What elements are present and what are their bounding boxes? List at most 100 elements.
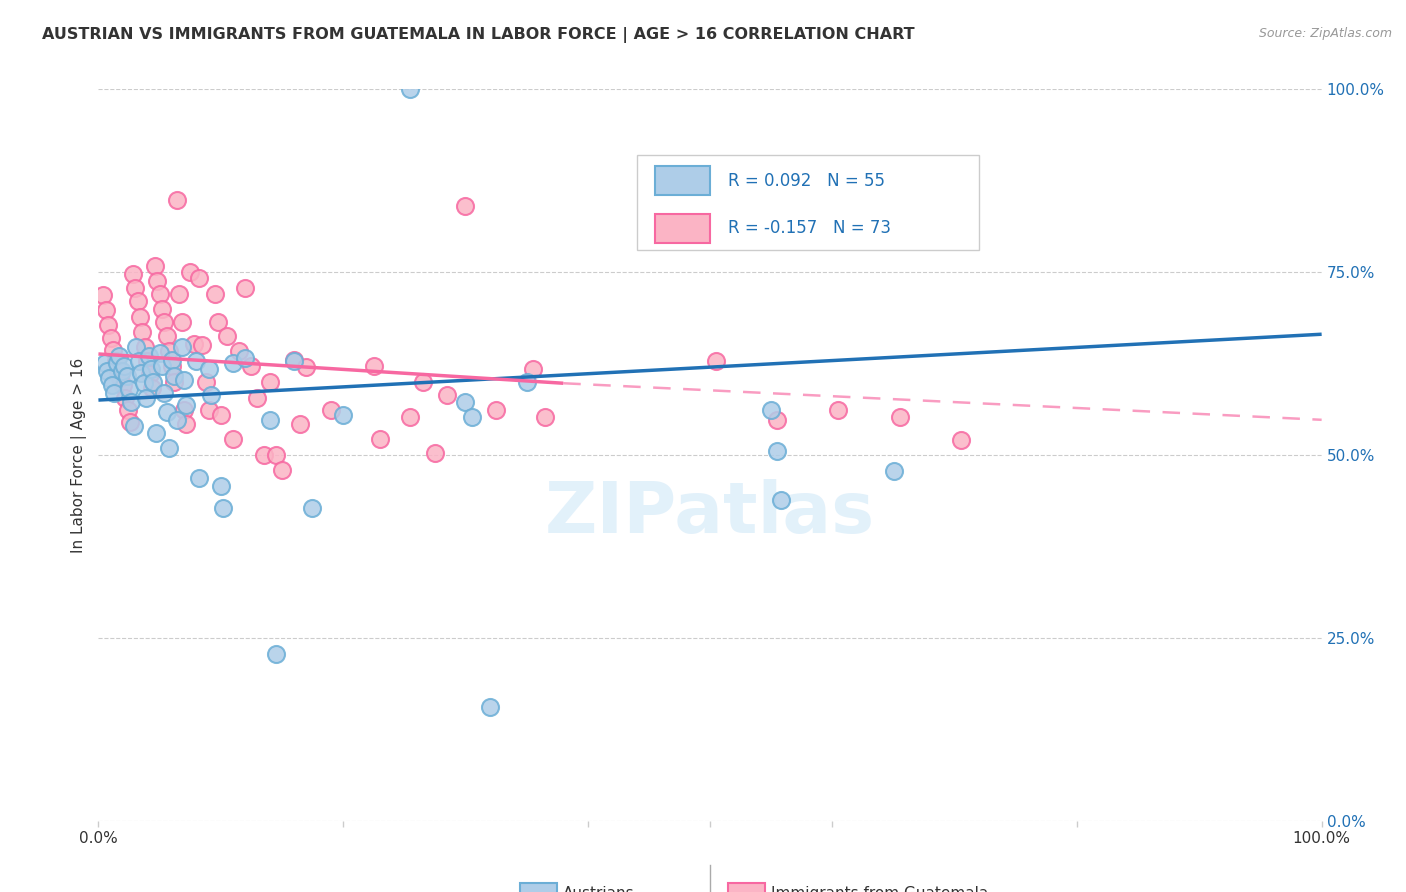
Point xyxy=(163,368,186,383)
Point xyxy=(883,464,905,478)
Point xyxy=(156,329,179,343)
Point xyxy=(160,352,183,367)
Point xyxy=(141,381,163,395)
Point xyxy=(246,391,269,405)
Point xyxy=(115,368,138,383)
Point xyxy=(157,344,180,359)
Point xyxy=(423,446,446,460)
Text: AUSTRIAN VS IMMIGRANTS FROM GUATEMALA IN LABOR FORCE | AGE > 16 CORRELATION CHAR: AUSTRIAN VS IMMIGRANTS FROM GUATEMALA IN… xyxy=(42,27,915,43)
Point xyxy=(170,315,193,329)
Point xyxy=(101,343,124,358)
Point xyxy=(121,267,143,281)
Point xyxy=(173,402,195,417)
Point xyxy=(138,349,160,363)
Point xyxy=(332,408,354,422)
Point xyxy=(478,700,501,714)
Point xyxy=(160,359,183,373)
Point xyxy=(233,351,256,366)
Point xyxy=(93,356,115,371)
Point xyxy=(252,448,274,462)
Point xyxy=(143,259,166,273)
Point xyxy=(399,409,422,424)
Point xyxy=(156,405,179,419)
Point xyxy=(91,288,114,302)
Point xyxy=(204,287,226,301)
Point xyxy=(117,402,139,417)
Point xyxy=(120,415,142,429)
Point xyxy=(166,194,188,208)
Y-axis label: In Labor Force | Age > 16: In Labor Force | Age > 16 xyxy=(70,358,87,552)
Point xyxy=(209,478,232,492)
Point xyxy=(134,340,156,354)
Point xyxy=(122,418,145,433)
Point xyxy=(166,413,188,427)
Point xyxy=(827,402,849,417)
Point xyxy=(176,398,198,412)
Point xyxy=(766,413,789,427)
Point xyxy=(111,378,134,392)
Text: R = -0.157   N = 73: R = -0.157 N = 73 xyxy=(728,219,891,237)
Point xyxy=(131,325,153,339)
Point xyxy=(207,315,229,329)
Point xyxy=(283,354,305,368)
Point xyxy=(142,375,165,389)
Point xyxy=(129,310,152,325)
Point xyxy=(761,402,783,417)
Point xyxy=(769,493,792,508)
Point xyxy=(889,409,911,424)
Point xyxy=(135,391,157,405)
Point xyxy=(145,425,167,440)
Point xyxy=(460,409,482,424)
Point xyxy=(124,281,146,295)
Text: Austrians: Austrians xyxy=(564,887,636,892)
Point xyxy=(363,359,385,373)
Point xyxy=(766,444,789,458)
Point xyxy=(146,274,169,288)
FancyBboxPatch shape xyxy=(520,883,557,892)
Point xyxy=(290,417,312,432)
Point xyxy=(97,318,120,332)
Point xyxy=(127,294,149,309)
Point xyxy=(132,376,155,391)
Point xyxy=(301,500,323,515)
Point xyxy=(454,395,477,409)
Point xyxy=(100,331,122,345)
Point xyxy=(222,432,245,446)
Point xyxy=(295,360,318,375)
Point xyxy=(534,409,557,424)
Point xyxy=(215,329,238,343)
Point xyxy=(259,375,281,389)
Point xyxy=(129,366,152,380)
Point xyxy=(149,345,172,359)
Point xyxy=(412,375,434,389)
Point xyxy=(139,361,162,376)
Point xyxy=(183,336,205,351)
Point xyxy=(454,199,477,213)
Text: Immigrants from Guatemala: Immigrants from Guatemala xyxy=(772,887,988,892)
Point xyxy=(112,359,135,373)
Text: R = 0.092   N = 55: R = 0.092 N = 55 xyxy=(728,171,886,190)
Point xyxy=(110,371,132,385)
Point xyxy=(157,441,180,455)
Point xyxy=(233,281,256,295)
Point xyxy=(96,364,118,378)
Point xyxy=(139,368,162,382)
Point xyxy=(149,287,172,301)
FancyBboxPatch shape xyxy=(655,166,710,195)
FancyBboxPatch shape xyxy=(728,883,765,892)
Text: Source: ZipAtlas.com: Source: ZipAtlas.com xyxy=(1258,27,1392,40)
Text: ZIPatlas: ZIPatlas xyxy=(546,479,875,548)
Point xyxy=(259,413,281,427)
Point xyxy=(222,356,245,371)
Point xyxy=(212,500,235,515)
Point xyxy=(485,402,508,417)
Point xyxy=(114,391,136,405)
Point xyxy=(191,338,214,352)
Point xyxy=(163,375,186,389)
Point xyxy=(704,354,727,368)
Point xyxy=(179,265,201,279)
Point xyxy=(107,364,129,378)
Point xyxy=(399,82,422,96)
Point xyxy=(264,448,287,462)
Point xyxy=(436,388,458,402)
